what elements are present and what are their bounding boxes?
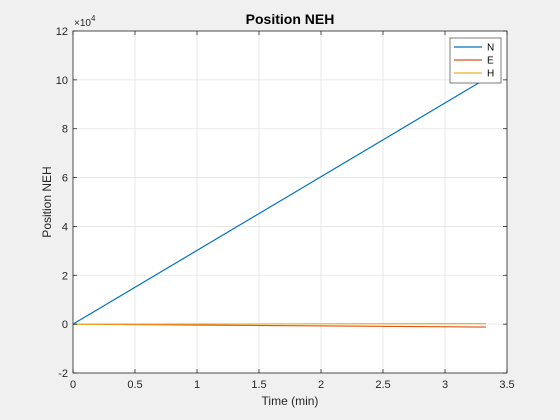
legend-entry-e: E [487, 56, 494, 67]
y-tick-label: 2 [62, 270, 68, 282]
y-tick-label: -2 [58, 368, 68, 380]
x-tick-label: 1.5 [251, 379, 266, 391]
legend-entry-n: N [487, 43, 494, 54]
y-tick-label: 0 [62, 319, 68, 331]
legend: NEH [449, 37, 502, 84]
y-axis-label: Position NEH [40, 166, 54, 237]
chart-title: Position NEH [246, 11, 335, 27]
y-tick-label: 8 [62, 124, 68, 136]
series-line-n [72, 78, 487, 325]
y-scale-exponent: ×104 [74, 14, 96, 29]
x-axis-label: Time (min) [262, 394, 319, 408]
plot-area [73, 31, 507, 373]
y-tick-label: 10 [56, 75, 68, 87]
x-tick-label: 0 [70, 379, 76, 391]
y-tick-label: 6 [62, 173, 68, 185]
x-tick-label: 3.5 [499, 379, 514, 391]
series-lines [72, 78, 487, 328]
y-exponent-power: 4 [91, 14, 96, 23]
x-tick-label: 2 [318, 379, 324, 391]
y-exponent-base: ×10 [74, 18, 91, 29]
legend-entry-h: H [487, 69, 494, 80]
grid [72, 30, 508, 374]
x-tick-label: 3 [442, 379, 448, 391]
y-tick-label: 12 [56, 26, 68, 38]
y-tick-label: 4 [62, 221, 68, 233]
plot-frame [72, 30, 508, 374]
x-tick-label: 2.5 [375, 379, 390, 391]
x-tick-label: 0.5 [127, 379, 142, 391]
x-tick-label: 1 [194, 379, 200, 391]
